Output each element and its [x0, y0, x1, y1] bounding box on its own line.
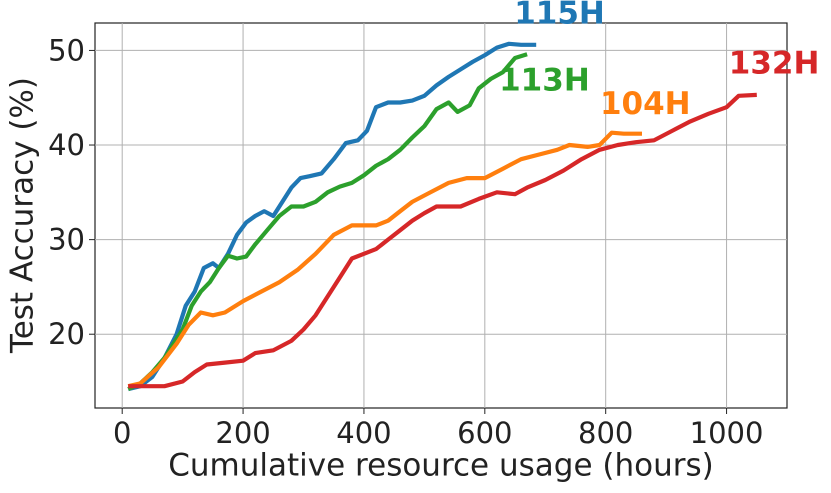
series-annotation: 113H — [499, 63, 590, 99]
series-annotation: 115H — [514, 0, 605, 31]
x-tick-label: 1000 — [690, 416, 764, 450]
x-tick-label: 600 — [457, 416, 512, 450]
series-line — [128, 92, 757, 389]
x-tick-label: 200 — [215, 416, 270, 450]
x-tick-label: 800 — [578, 416, 633, 450]
x-axis-label: Cumulative resource usage (hours) — [168, 448, 713, 484]
x-tick-label: 0 — [113, 416, 131, 450]
y-tick-label: 20 — [48, 317, 85, 351]
y-tick-label: 30 — [48, 223, 85, 257]
y-tick-label: 50 — [48, 33, 85, 67]
series-line — [127, 41, 537, 392]
series-annotation: 132H — [729, 45, 820, 81]
y-axis-label: Test Accuracy (%) — [5, 77, 41, 354]
x-tick-label: 400 — [336, 416, 391, 450]
series-annotation: 104H — [600, 86, 691, 122]
y-tick-label: 40 — [48, 128, 85, 162]
series-line — [127, 52, 528, 391]
series-line — [127, 130, 642, 389]
plot-frame — [94, 22, 788, 409]
